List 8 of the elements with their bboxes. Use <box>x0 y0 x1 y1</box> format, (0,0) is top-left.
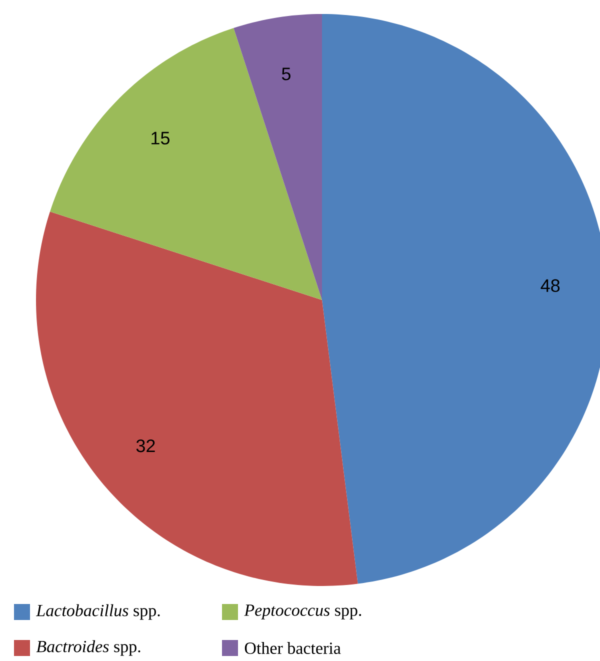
data-label: 5 <box>282 68 290 80</box>
data-label: 48 <box>540 279 560 292</box>
data-label: 15 <box>152 132 170 144</box>
legend-label: Lactobacillus spp. <box>36 604 160 620</box>
data-label: 32 <box>136 439 155 452</box>
legend-label: Other bacteria <box>244 642 341 654</box>
legend-label: Bactroides spp. <box>36 640 140 656</box>
legend-label: Peptococcus spp. <box>244 604 362 620</box>
